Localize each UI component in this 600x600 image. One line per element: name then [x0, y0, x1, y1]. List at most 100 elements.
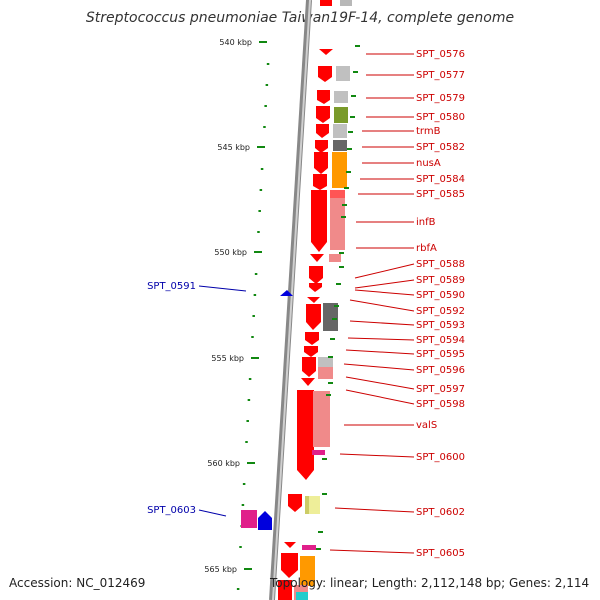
gene-arrow[interactable] [309, 266, 323, 284]
gene-block[interactable] [323, 303, 338, 331]
track-dot [263, 126, 266, 128]
gene-arrow[interactable] [310, 254, 324, 262]
gene-block[interactable] [312, 450, 325, 455]
gene-arrow[interactable] [319, 49, 333, 55]
gene-label[interactable]: SPT_0582 [416, 142, 465, 153]
right-gene-labels[interactable]: SPT_0576 SPT_0577 SPT_0579 SPT_0580 trmB SPT_… [329, 49, 465, 559]
gene-label[interactable]: SPT_0597 [416, 384, 465, 395]
gene-label[interactable]: SPT_0585 [416, 189, 465, 200]
gene-arrow[interactable] [311, 190, 327, 252]
gene-label[interactable]: SPT_0579 [416, 93, 465, 104]
gene-leader-line [198, 285, 247, 292]
gene-label[interactable]: SPT_0592 [416, 306, 465, 317]
gene-label[interactable]: SPT_0598 [416, 399, 465, 410]
gene-arrow[interactable] [297, 390, 314, 480]
gene-block-magenta[interactable] [241, 510, 257, 528]
gene-block[interactable] [340, 0, 352, 6]
gene-block[interactable] [318, 367, 333, 379]
gene-label[interactable]: SPT_0584 [416, 174, 465, 185]
gene-arrow[interactable] [317, 90, 330, 104]
gene-block[interactable] [318, 357, 333, 367]
track-dot [241, 504, 245, 506]
gene-label[interactable]: SPT_0590 [416, 290, 465, 301]
gene-block[interactable] [296, 592, 308, 600]
gene-arrow[interactable] [315, 140, 328, 153]
gene-label[interactable]: SPT_0591 [147, 281, 196, 292]
gene-label[interactable]: SPT_0600 [416, 452, 465, 463]
gene-marker [348, 131, 353, 133]
gene-label[interactable]: trmB [416, 126, 441, 137]
gene-leader-line [329, 549, 415, 554]
gene-label[interactable]: infB [416, 217, 436, 228]
gene-block[interactable] [320, 0, 332, 6]
track-dot [266, 63, 270, 65]
gene-arrow-blue[interactable] [258, 511, 272, 530]
gene-label[interactable]: SPT_0589 [416, 275, 465, 286]
gene-label[interactable]: SPT_0577 [416, 70, 465, 81]
gene-arrow[interactable] [318, 66, 332, 82]
gene-block[interactable] [334, 91, 348, 103]
gene-block[interactable] [332, 152, 347, 188]
genome-title: Streptococcus pneumoniae Taiwan19F-14, c… [85, 10, 515, 26]
gene-arrow[interactable] [309, 283, 322, 292]
track-dot [248, 378, 252, 380]
gene-marker [322, 493, 327, 495]
gene-block[interactable] [333, 124, 347, 138]
gene-arrow[interactable] [304, 346, 318, 357]
gene-arrow[interactable] [307, 297, 320, 303]
gene-label[interactable]: SPT_0595 [416, 349, 465, 360]
gene-block[interactable] [313, 391, 330, 447]
gene-features[interactable] [241, 0, 352, 600]
gene-arrow[interactable] [316, 106, 330, 123]
gene-label[interactable]: SPT_0603 [147, 505, 196, 516]
gene-arrow[interactable] [288, 494, 302, 512]
gene-block[interactable] [278, 580, 292, 600]
gene-arrow[interactable] [302, 357, 316, 377]
genome-summary-text: Topology: linear; Length: 2,112,148 bp; … [270, 576, 590, 590]
gene-marker [326, 394, 331, 396]
gene-block[interactable] [329, 254, 341, 262]
gene-block[interactable] [334, 107, 348, 123]
gene-label[interactable]: nusA [416, 158, 441, 169]
gene-block[interactable] [330, 190, 345, 250]
gene-arrow[interactable] [314, 152, 328, 174]
gene-label[interactable]: SPT_0576 [416, 49, 465, 60]
gene-arrow-blue[interactable] [280, 290, 293, 296]
gene-arrow[interactable] [313, 180, 327, 190]
gene-block[interactable] [302, 545, 316, 550]
gene-leader-line [347, 337, 415, 341]
gene-label[interactable]: SPT_0580 [416, 112, 465, 123]
gene-block[interactable] [336, 66, 350, 81]
left-gene-labels[interactable]: SPT_0591 SPT_0603 [147, 281, 247, 517]
gene-label[interactable]: SPT_0596 [416, 365, 465, 376]
gene-label[interactable]: SPT_0588 [416, 259, 465, 270]
gene-label[interactable]: rbfA [416, 243, 437, 254]
gene-label[interactable]: SPT_0605 [416, 548, 465, 559]
gene-block[interactable] [300, 556, 315, 586]
gene-arrow[interactable] [301, 378, 315, 386]
gene-block[interactable] [305, 496, 309, 514]
track-dot [257, 231, 260, 233]
gene-label[interactable]: SPT_0594 [416, 335, 465, 346]
gene-marker [347, 148, 352, 150]
gene-block[interactable] [330, 190, 345, 198]
gene-label[interactable]: SPT_0602 [416, 507, 465, 518]
gene-arrow[interactable] [284, 542, 296, 548]
gene-arrow[interactable] [316, 124, 329, 138]
scale-tick-label: 560 kbp [207, 459, 240, 468]
track-dot [258, 210, 261, 212]
gene-arrow[interactable] [281, 553, 298, 578]
gene-leader-line [345, 349, 415, 355]
track-dot [259, 189, 263, 191]
gene-marker [339, 252, 344, 254]
gene-leader-line [343, 363, 415, 371]
gene-arrow[interactable] [306, 304, 321, 330]
gene-leader-line [198, 509, 227, 517]
gene-label[interactable]: SPT_0593 [416, 320, 465, 331]
gene-label[interactable]: valS [416, 420, 437, 431]
gene-arrow[interactable] [305, 332, 319, 345]
track-dot [265, 84, 269, 86]
gene-block[interactable] [333, 140, 347, 151]
track-dot [252, 315, 255, 317]
